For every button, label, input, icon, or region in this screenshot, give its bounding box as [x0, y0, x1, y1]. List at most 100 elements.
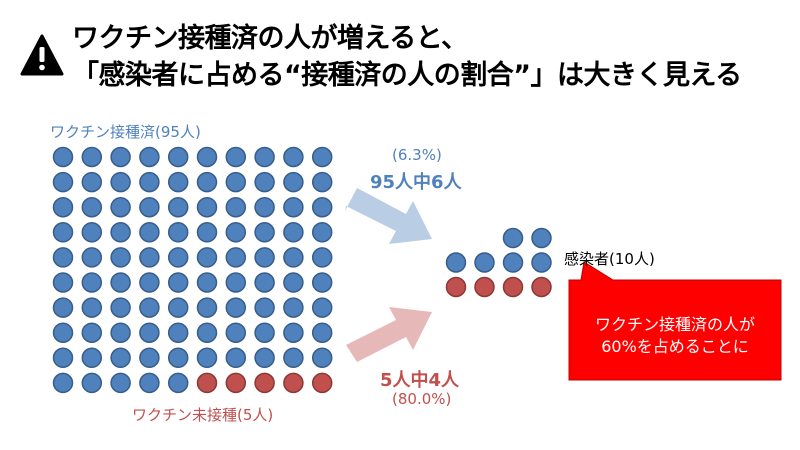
vaccinated-person-dot — [139, 146, 160, 168]
vaccinated-person-dot — [225, 322, 247, 343]
vaccinated-person-dot — [139, 272, 160, 293]
unvaccinated-group-label: ワクチン未接種(5人) — [132, 406, 274, 424]
vaccinated-person-dot — [254, 272, 275, 293]
vaccinated-person-dot — [167, 347, 189, 369]
vaccinated-person-dot — [81, 146, 103, 168]
vaccinated-person-dot — [52, 247, 74, 268]
infected-unvaccinated-dot — [445, 276, 467, 298]
infected-unvaccinated-dot — [531, 276, 552, 298]
vaccinated-person-dot — [139, 171, 160, 193]
vaccinated-infection-count: 95人中6人 — [370, 172, 462, 193]
vaccinated-person-dot — [167, 222, 189, 243]
unvaccinated-person-dot — [254, 372, 275, 394]
vaccinated-person-dot — [254, 222, 275, 243]
vaccinated-person-dot — [139, 297, 160, 318]
vaccinated-person-dot — [167, 247, 189, 268]
vaccinated-person-dot — [283, 171, 304, 193]
infected-vaccinated-dot — [531, 252, 552, 273]
vaccinated-person-dot — [81, 347, 103, 369]
vaccinated-person-dot — [254, 297, 275, 318]
vaccinated-person-dot — [110, 272, 131, 293]
infected-unvaccinated-dot — [502, 276, 524, 298]
infected-vaccinated-dot — [502, 252, 524, 273]
vaccinated-person-dot — [311, 171, 333, 193]
page-title: ワクチン接種済の人が増えると、 「感染者に占める“接種済の人の割合”」は大きく見… — [72, 20, 742, 94]
vaccinated-person-dot — [139, 347, 160, 369]
vaccinated-person-dot — [167, 272, 189, 293]
vaccinated-person-dot — [196, 196, 218, 218]
callout-line-2: 60%を占めることに — [601, 337, 749, 356]
vaccinated-infection-rate: (6.3%) — [392, 146, 442, 164]
vaccinated-person-dot — [254, 196, 275, 218]
vaccinated-group-label: ワクチン接種済(95人) — [50, 123, 201, 141]
vaccinated-person-dot — [167, 196, 189, 218]
vaccinated-person-dot — [311, 146, 333, 168]
unvaccinated-person-dot — [196, 372, 218, 394]
vaccinated-person-dot — [167, 322, 189, 343]
vaccinated-person-dot — [110, 347, 131, 369]
vaccinated-person-dot — [139, 222, 160, 243]
vaccinated-person-dot — [81, 171, 103, 193]
vaccinated-person-dot — [225, 347, 247, 369]
vaccinated-person-dot — [167, 297, 189, 318]
vaccinated-person-dot — [196, 272, 218, 293]
vaccinated-person-dot — [225, 196, 247, 218]
vaccinated-person-dot — [139, 247, 160, 268]
vaccinated-person-dot — [52, 272, 74, 293]
vaccinated-person-dot — [110, 372, 131, 394]
vaccinated-person-dot — [311, 222, 333, 243]
infected-dot-group — [445, 227, 552, 298]
callout-line-1: ワクチン接種済の人が — [594, 315, 755, 334]
vaccinated-person-dot — [52, 146, 74, 168]
vaccinated-person-dot — [110, 222, 131, 243]
vaccinated-person-dot — [110, 247, 131, 268]
vaccinated-person-dot — [81, 196, 103, 218]
vaccinated-person-dot — [311, 322, 333, 343]
vaccinated-person-dot — [225, 171, 247, 193]
infected-vaccinated-dot — [474, 252, 495, 273]
vaccinated-person-dot — [52, 322, 74, 343]
vaccinated-person-dot — [196, 146, 218, 168]
vaccinated-person-dot — [283, 272, 304, 293]
vaccinated-person-dot — [52, 171, 74, 193]
infected-unvaccinated-dot — [474, 276, 495, 298]
vaccinated-person-dot — [283, 196, 304, 218]
vaccinated-person-dot — [52, 347, 74, 369]
vaccinated-person-dot — [311, 196, 333, 218]
vaccinated-person-dot — [81, 297, 103, 318]
vaccinated-arrow — [345, 188, 432, 244]
vaccinated-person-dot — [81, 272, 103, 293]
vaccinated-person-dot — [196, 222, 218, 243]
vaccinated-person-dot — [225, 272, 247, 293]
vaccinated-person-dot — [254, 171, 275, 193]
callout-text: ワクチン接種済の人が 60%を占めることに — [573, 314, 777, 358]
vaccinated-person-dot — [311, 272, 333, 293]
unvaccinated-infection-count: 5人中4人 — [380, 370, 460, 391]
vaccinated-person-dot — [139, 372, 160, 394]
vaccinated-person-dot — [254, 322, 275, 343]
vaccinated-person-dot — [139, 322, 160, 343]
unvaccinated-person-dot — [311, 372, 333, 394]
vaccinated-person-dot — [196, 347, 218, 369]
vaccinated-person-dot — [311, 297, 333, 318]
vaccinated-person-dot — [110, 297, 131, 318]
vaccinated-person-dot — [196, 297, 218, 318]
vaccinated-person-dot — [81, 372, 103, 394]
vaccinated-person-dot — [225, 222, 247, 243]
unvaccinated-arrow — [346, 307, 432, 362]
vaccinated-person-dot — [52, 372, 74, 394]
vaccinated-person-dot — [225, 247, 247, 268]
population-dot-grid — [52, 146, 333, 394]
title-line-1: ワクチン接種済の人が増えると、 — [72, 23, 468, 54]
vaccinated-person-dot — [254, 247, 275, 268]
infected-group-label: 感染者(10人) — [564, 250, 655, 268]
vaccinated-person-dot — [225, 146, 247, 168]
unvaccinated-person-dot — [283, 372, 304, 394]
infected-vaccinated-dot — [502, 227, 524, 249]
vaccinated-person-dot — [52, 222, 74, 243]
vaccinated-person-dot — [283, 322, 304, 343]
vaccinated-person-dot — [311, 347, 333, 369]
vaccinated-person-dot — [81, 322, 103, 343]
vaccinated-person-dot — [196, 322, 218, 343]
